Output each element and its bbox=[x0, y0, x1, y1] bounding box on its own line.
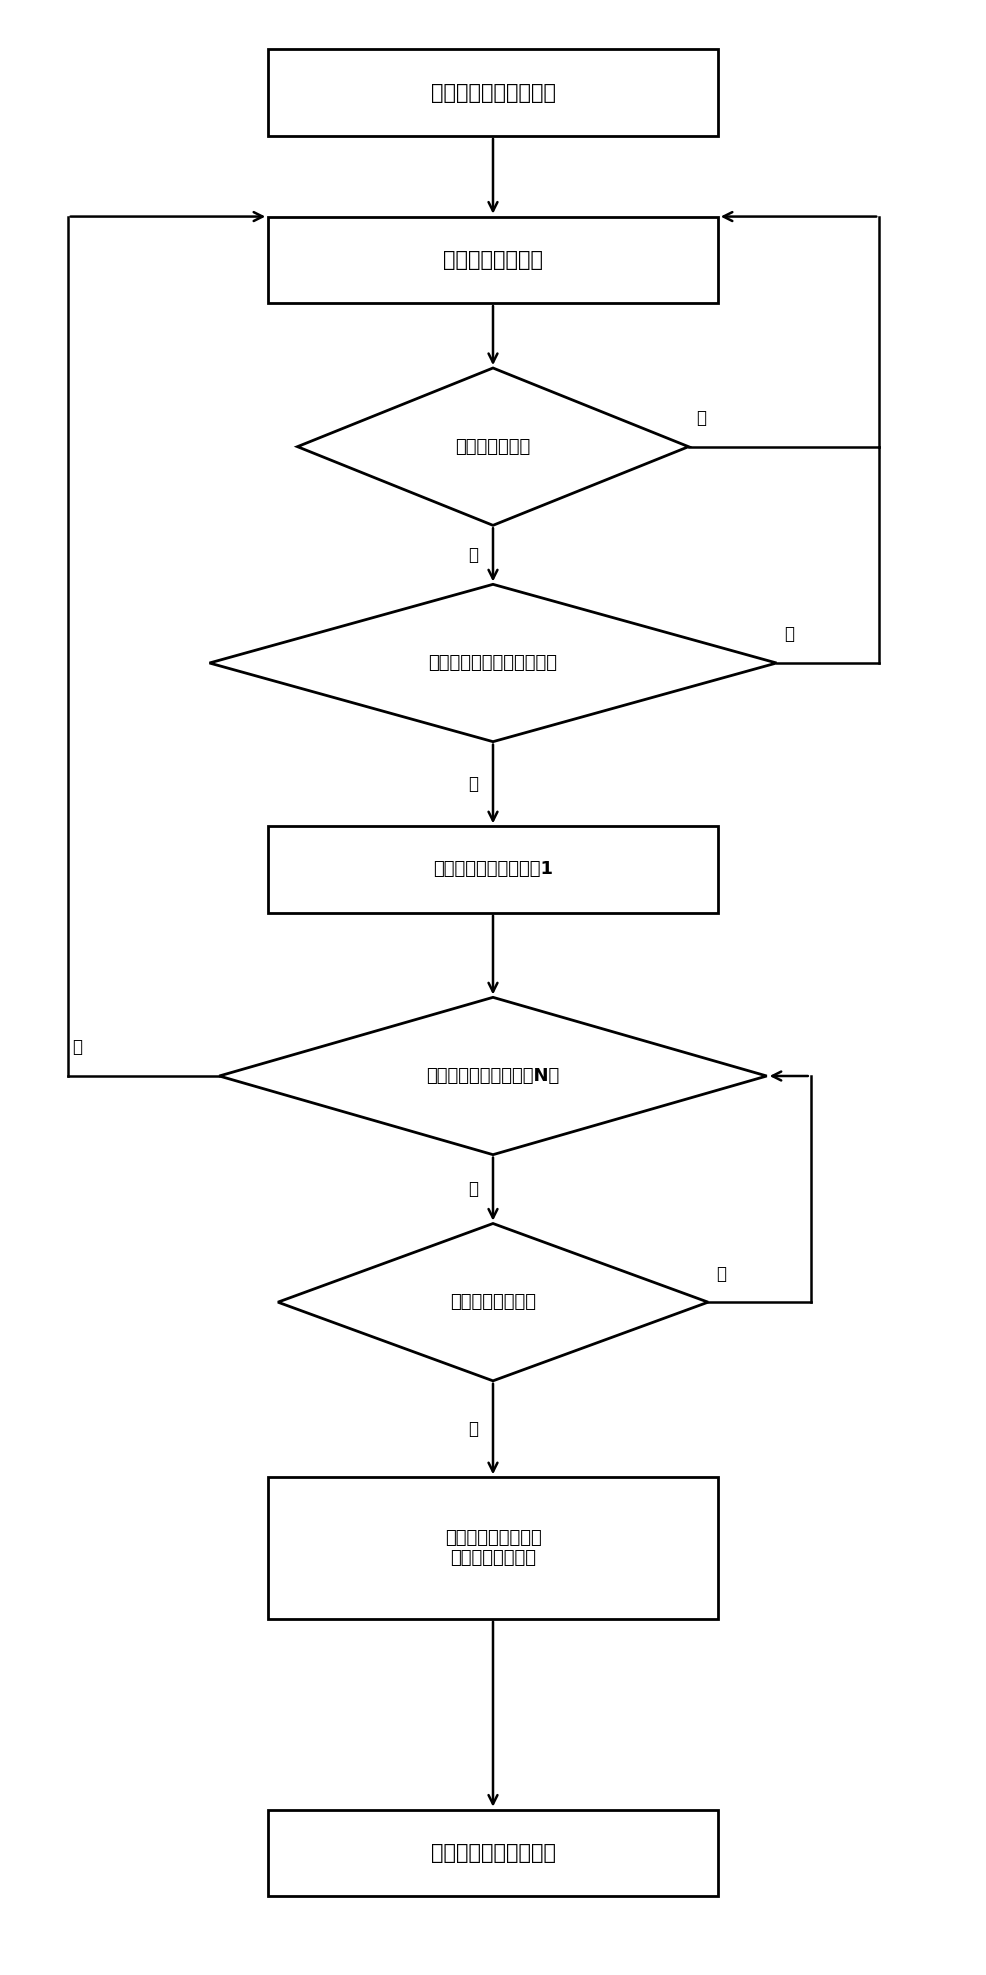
FancyBboxPatch shape bbox=[268, 217, 718, 302]
Text: 车窗玻璃动作次数大于N？: 车窗玻璃动作次数大于N？ bbox=[426, 1066, 560, 1084]
Text: 是: 是 bbox=[468, 1181, 478, 1199]
Text: 车窗玻璃动作？: 车窗玻璃动作？ bbox=[456, 438, 530, 456]
FancyBboxPatch shape bbox=[268, 826, 718, 912]
Text: 车窗玻璃动作监控: 车窗玻璃动作监控 bbox=[443, 249, 543, 271]
Text: 否: 否 bbox=[784, 626, 795, 644]
FancyBboxPatch shape bbox=[268, 1477, 718, 1619]
Polygon shape bbox=[278, 1223, 708, 1381]
FancyBboxPatch shape bbox=[268, 49, 718, 136]
Text: 有执行下降操作？: 有执行下降操作？ bbox=[450, 1294, 536, 1311]
Text: 纹波车窗行程校准开始: 纹波车窗行程校准开始 bbox=[431, 83, 555, 103]
Text: 车窗玻璃不到顶也不到底？: 车窗玻璃不到顶也不到底？ bbox=[429, 654, 557, 672]
Polygon shape bbox=[209, 585, 777, 743]
Text: 否: 否 bbox=[73, 1039, 83, 1057]
Polygon shape bbox=[298, 367, 688, 525]
Text: 否: 否 bbox=[696, 409, 706, 427]
Text: 将车窗玻璃下降到底
执行车窗行程校准: 将车窗玻璃下降到底 执行车窗行程校准 bbox=[445, 1529, 541, 1568]
Text: 车窗玻璃动作则次数加1: 车窗玻璃动作则次数加1 bbox=[433, 861, 553, 879]
Text: 纹波车窗行程校准结束: 纹波车窗行程校准结束 bbox=[431, 1843, 555, 1862]
FancyBboxPatch shape bbox=[268, 1809, 718, 1896]
Polygon shape bbox=[219, 997, 767, 1155]
Text: 否: 否 bbox=[716, 1264, 726, 1282]
Text: 是: 是 bbox=[468, 1420, 478, 1438]
Text: 是: 是 bbox=[468, 774, 478, 792]
Text: 是: 是 bbox=[468, 545, 478, 563]
